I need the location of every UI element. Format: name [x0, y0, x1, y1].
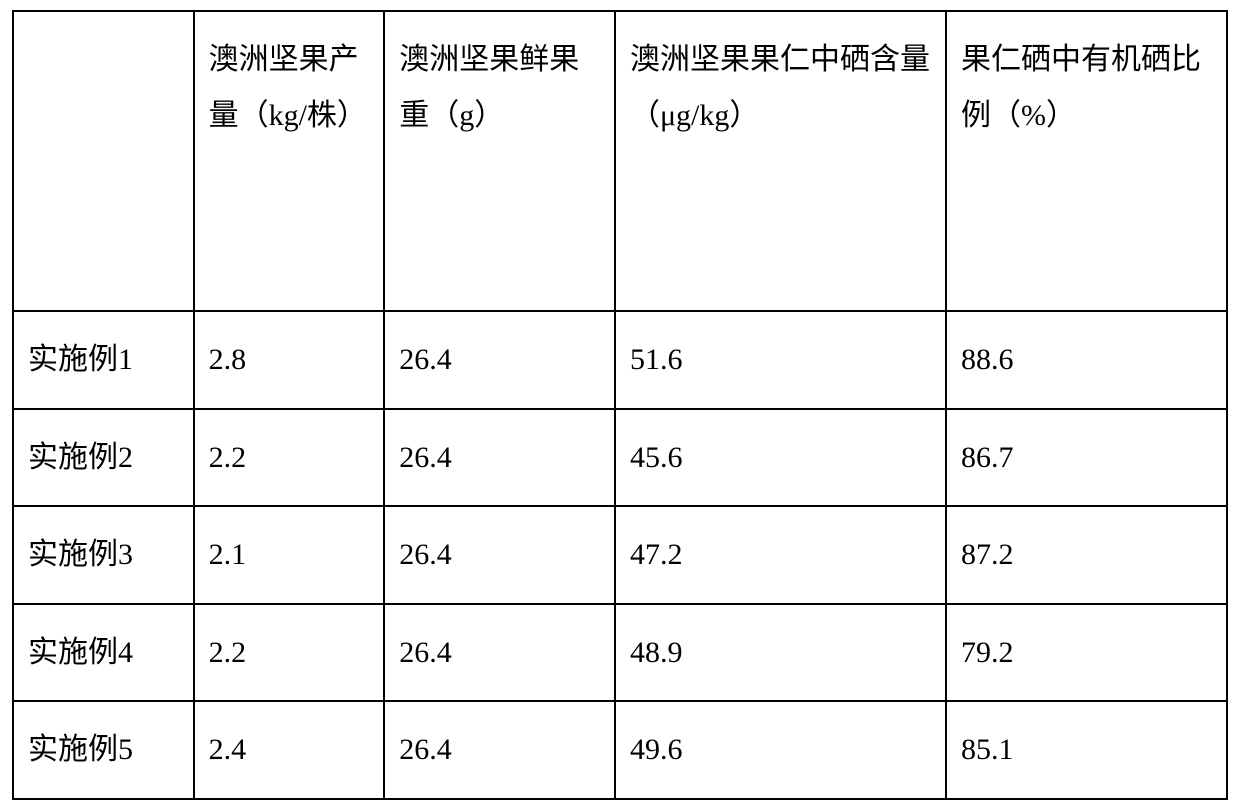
col-header-3: 澳洲坚果果仁中硒含量（μg/kg）	[615, 11, 946, 311]
page: 澳洲坚果产量（kg/株） 澳洲坚果鲜果重（g） 澳洲坚果果仁中硒含量（μg/kg…	[0, 0, 1240, 754]
col-header-2: 澳洲坚果鲜果重（g）	[384, 11, 615, 311]
cell-value: 86.7	[946, 409, 1227, 507]
cell-value: 45.6	[615, 409, 946, 507]
cell-value: 2.2	[194, 409, 385, 507]
table-row: 实施例5 2.4 26.4 49.6 85.1	[13, 701, 1227, 799]
cell-value: 87.2	[946, 506, 1227, 604]
table-row: 实施例2 2.2 26.4 45.6 86.7	[13, 409, 1227, 507]
cell-value: 51.6	[615, 311, 946, 409]
cell-value: 47.2	[615, 506, 946, 604]
cell-value: 2.2	[194, 604, 385, 702]
row-label: 实施例2	[13, 409, 194, 507]
cell-value: 85.1	[946, 701, 1227, 799]
row-label: 实施例5	[13, 701, 194, 799]
table-header-row: 澳洲坚果产量（kg/株） 澳洲坚果鲜果重（g） 澳洲坚果果仁中硒含量（μg/kg…	[13, 11, 1227, 311]
row-label: 实施例4	[13, 604, 194, 702]
row-label: 实施例1	[13, 311, 194, 409]
cell-value: 2.4	[194, 701, 385, 799]
cell-value: 2.8	[194, 311, 385, 409]
data-table: 澳洲坚果产量（kg/株） 澳洲坚果鲜果重（g） 澳洲坚果果仁中硒含量（μg/kg…	[12, 10, 1228, 800]
col-header-4: 果仁硒中有机硒比例（%）	[946, 11, 1227, 311]
table-row: 实施例1 2.8 26.4 51.6 88.6	[13, 311, 1227, 409]
table-row: 实施例4 2.2 26.4 48.9 79.2	[13, 604, 1227, 702]
cell-value: 48.9	[615, 604, 946, 702]
cell-value: 26.4	[384, 311, 615, 409]
cell-value: 26.4	[384, 604, 615, 702]
cell-value: 26.4	[384, 701, 615, 799]
row-label: 实施例3	[13, 506, 194, 604]
cell-value: 2.1	[194, 506, 385, 604]
col-header-0	[13, 11, 194, 311]
cell-value: 26.4	[384, 409, 615, 507]
cell-value: 79.2	[946, 604, 1227, 702]
cell-value: 88.6	[946, 311, 1227, 409]
cell-value: 26.4	[384, 506, 615, 604]
table-row: 实施例3 2.1 26.4 47.2 87.2	[13, 506, 1227, 604]
col-header-1: 澳洲坚果产量（kg/株）	[194, 11, 385, 311]
cell-value: 49.6	[615, 701, 946, 799]
